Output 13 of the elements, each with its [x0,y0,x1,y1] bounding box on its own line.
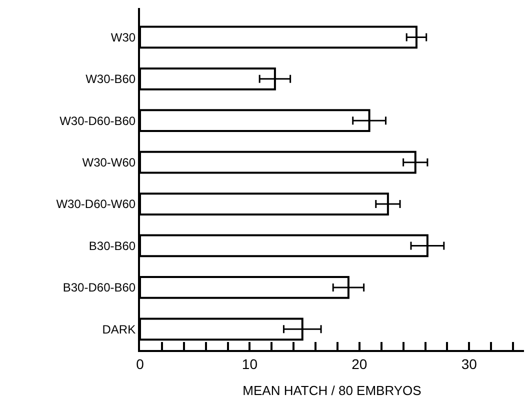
y-tick-label: W30-D60-W60 [56,197,136,212]
y-tick-label: W30-B60 [86,72,136,86]
x-tick-label: 20 [352,356,368,372]
y-tick-label: DARK [102,322,136,336]
y-tick-label: W30-D60-B60 [60,114,136,128]
y-tick-label: W30 [110,30,136,44]
y-tick-label: W30-W60 [82,156,136,170]
x-tick-label: 10 [242,356,258,372]
x-tick-label: 0 [136,356,144,372]
y-tick-label: B30-D60-B60 [62,280,136,295]
x-axis-title: MEAN HATCH / 80 EMBRYOS [242,382,422,398]
x-tick-label: 30 [461,356,478,372]
y-tick-label: B30-B60 [88,238,136,253]
